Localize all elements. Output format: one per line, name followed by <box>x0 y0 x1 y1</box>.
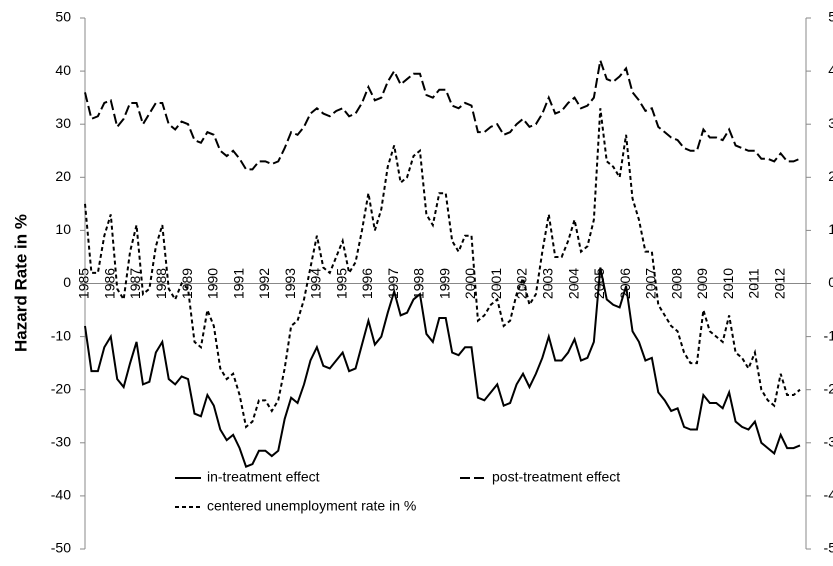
x-tick-label: 1988 <box>153 268 169 299</box>
x-tick-label: 1995 <box>333 268 349 299</box>
y-tick-label: -20 <box>51 380 71 396</box>
y-tick-label: -40 <box>51 487 71 503</box>
x-tick-label: 2000 <box>462 268 478 299</box>
y2-tick-label: 0 <box>828 274 833 290</box>
series-line <box>84 56 801 171</box>
x-tick-label: 2006 <box>617 268 633 299</box>
y-tick-label: 40 <box>55 62 71 78</box>
y2-tick-label: 3 <box>828 115 833 131</box>
x-tick-label: 1987 <box>127 268 143 299</box>
series-line <box>84 267 801 469</box>
x-tick-label: 1999 <box>436 268 452 299</box>
y2-tick-label: -4 <box>824 487 833 503</box>
x-tick-label: 1991 <box>230 268 246 299</box>
x-tick-label: 1996 <box>359 268 375 299</box>
x-tick-label: 2003 <box>539 268 555 299</box>
x-tick-label: 1989 <box>179 268 195 299</box>
y-tick-label: 10 <box>55 221 71 237</box>
x-tick-label: 2010 <box>720 268 736 299</box>
y-tick-label: 20 <box>55 168 71 184</box>
x-tick-label: 1993 <box>282 268 298 299</box>
y-axis-title: Hazard Rate in % <box>11 214 30 352</box>
y2-tick-label: 1 <box>828 221 833 237</box>
legend-label: post-treatment effect <box>492 469 620 485</box>
y-tick-label: 50 <box>55 9 71 25</box>
x-tick-label: 2012 <box>771 268 787 299</box>
y-tick-label: 0 <box>63 274 71 290</box>
x-tick-label: 1990 <box>205 268 221 299</box>
y2-tick-label: 2 <box>828 168 833 184</box>
x-tick-label: 2011 <box>746 268 762 298</box>
x-tick-label: 1985 <box>76 268 92 299</box>
x-tick-label: 1997 <box>385 268 401 299</box>
x-tick-label: 2004 <box>565 268 581 299</box>
x-tick-label: 1994 <box>308 268 324 299</box>
y-tick-label: -10 <box>51 327 71 343</box>
series-line <box>84 108 801 429</box>
y2-tick-label: 5 <box>828 9 833 25</box>
x-tick-label: 1992 <box>256 268 272 299</box>
y2-tick-label: 4 <box>828 62 833 78</box>
y2-tick-label: -1 <box>824 327 833 343</box>
x-tick-label: 2001 <box>488 268 504 299</box>
y2-tick-label: -3 <box>824 434 833 450</box>
y2-tick-label: -2 <box>824 380 833 396</box>
y-tick-label: -30 <box>51 434 71 450</box>
legend-label: in-treatment effect <box>207 469 320 485</box>
x-tick-label: 1986 <box>101 268 117 299</box>
y-tick-label: -50 <box>51 540 71 556</box>
y2-tick-label: -5 <box>824 540 833 556</box>
y-tick-label: 30 <box>55 115 71 131</box>
legend-label: centered unemployment rate in % <box>207 498 416 514</box>
x-tick-label: 1998 <box>411 268 427 299</box>
x-tick-label: 2008 <box>668 268 684 299</box>
x-tick-label: 2009 <box>694 268 710 299</box>
